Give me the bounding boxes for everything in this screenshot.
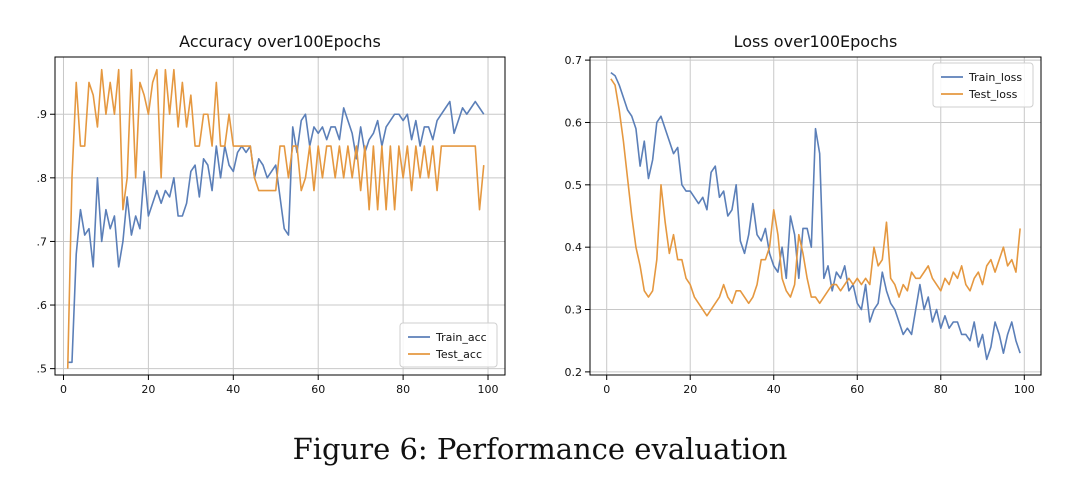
y-tick-label: .6 [37, 299, 48, 312]
x-tick-label: 80 [934, 383, 948, 396]
chart-1: 0 20 40 60 80 100 0.2 0.3 0.4 0.5 0.6 0.7 Loss over1… [565, 32, 1042, 396]
legend-label: Test_acc [435, 348, 482, 361]
legend-box [932, 62, 1034, 108]
legend-label: Train_acc [435, 331, 487, 344]
legend-box [399, 322, 498, 368]
y-tick-label: .5 [37, 363, 48, 376]
x-tick-label: 0 [60, 383, 67, 396]
x-tick-label: 40 [767, 383, 781, 396]
series-line-test-acc [66, 68, 485, 369]
x-tick-label: 100 [478, 383, 499, 396]
legend-label: Train_loss [968, 71, 1022, 84]
x-tick-label: 100 [1014, 383, 1035, 396]
plot-frame [589, 56, 1042, 376]
x-tick-label: 40 [226, 383, 240, 396]
x-tick-label: 80 [396, 383, 410, 396]
y-tick-label: .8 [37, 172, 48, 185]
series-line-train-acc [67, 100, 485, 364]
chart-0: 0 20 40 60 80 100 .5 .6 .7 .8 .9 Accuracy over100Ep… [37, 32, 506, 396]
x-tick-label: 20 [683, 383, 697, 396]
y-tick-label: .7 [37, 235, 48, 248]
x-tick-label: 60 [311, 383, 325, 396]
x-tick-label: 20 [141, 383, 155, 396]
y-tick-label: 0.2 [565, 366, 583, 379]
figure-canvas: 0 20 40 60 80 100 .5 .6 .7 .8 .9 Accuracy over100Ep… [37, 32, 1042, 396]
legend: Train_acc Test_acc [399, 322, 498, 368]
series-line-train-loss [610, 71, 1021, 361]
series-line-test-loss [610, 78, 1021, 317]
y-tick-label: 0.6 [565, 116, 583, 129]
figure-caption: Figure 6: Performance evaluation [292, 432, 788, 466]
y-tick-label: 0.4 [565, 241, 583, 254]
x-tick-label: 60 [850, 383, 864, 396]
y-tick-label: 0.3 [565, 304, 583, 317]
plot-frame [54, 56, 506, 376]
chart-title: Accuracy over100Epochs [179, 32, 381, 51]
legend-label: Test_loss [968, 88, 1018, 101]
y-tick-label: 0.5 [565, 179, 583, 192]
legend: Train_loss Test_loss [932, 62, 1034, 108]
y-tick-label: 0.7 [565, 54, 583, 67]
chart-title: Loss over100Epochs [734, 32, 898, 51]
y-tick-label: .9 [37, 108, 48, 121]
x-tick-label: 0 [603, 383, 610, 396]
